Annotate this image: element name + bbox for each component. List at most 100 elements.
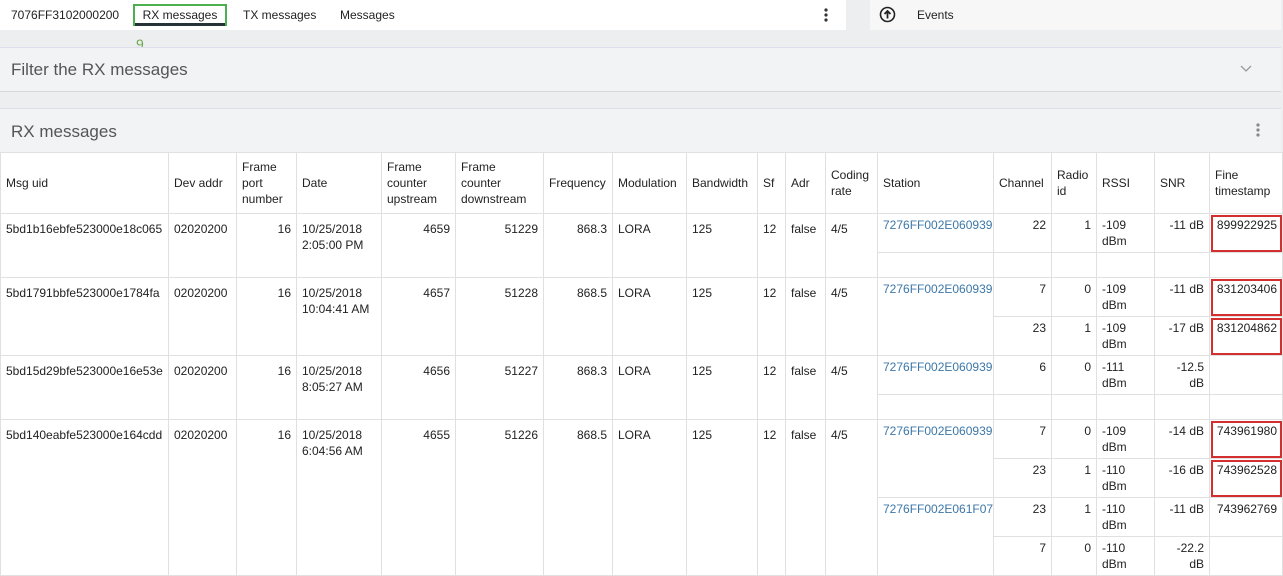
column-header: Frame counter downstream <box>455 152 544 214</box>
events-icon[interactable] <box>879 6 896 23</box>
cell-snr: -17 dB <box>1154 316 1210 356</box>
column-header: Dev addr <box>168 152 237 214</box>
cell-snr: -16 dB <box>1154 458 1210 498</box>
empty-cell <box>877 394 994 420</box>
cell-radio-id: 0 <box>1051 277 1097 317</box>
events-label[interactable]: Events <box>917 8 954 22</box>
cell-fine-timestamp: 743962769 <box>1209 497 1283 537</box>
column-header: Radio id <box>1051 152 1097 214</box>
column-header: Sf <box>757 152 786 214</box>
cell-date: 10/25/2018 6:04:56 AM <box>296 419 382 576</box>
cell-dev-addr: 02020200 <box>168 355 237 420</box>
column-header: Msg uid <box>0 152 169 214</box>
station-link[interactable]: 7276FF002E060939 <box>877 355 994 395</box>
cell-channel: 7 <box>993 536 1052 576</box>
cell-rssi: -109 dBm <box>1096 213 1155 253</box>
cell-coding-rate: 4/5 <box>825 355 878 420</box>
cell-radio-id: 0 <box>1051 355 1097 395</box>
filter-panel[interactable]: Filter the RX messages <box>0 47 1281 92</box>
cell-fcnt-down: 51226 <box>455 419 544 576</box>
cell-coding-rate: 4/5 <box>825 213 878 278</box>
station-link[interactable]: 7276FF002E060939 <box>877 213 994 253</box>
cell-modulation: LORA <box>612 355 687 420</box>
tab[interactable]: RX messages <box>133 4 227 26</box>
cell-adr: false <box>785 277 826 356</box>
annotation: 9. <box>136 36 148 52</box>
cell-radio-id: 1 <box>1051 458 1097 498</box>
station-link[interactable]: 7276FF002E060939 <box>877 277 994 356</box>
cell-snr: -22.2 dB <box>1154 536 1210 576</box>
cell-radio-id: 0 <box>1051 536 1097 576</box>
panel-title: RX messages <box>11 122 117 141</box>
cell-modulation: LORA <box>612 277 687 356</box>
cell-snr: -12.5 dB <box>1154 355 1210 395</box>
cell-sf: 12 <box>757 213 786 278</box>
cell-rssi: -109 dBm <box>1096 316 1155 356</box>
cell-channel: 6 <box>993 355 1052 395</box>
device-id: 7076FF3102000200 <box>11 8 120 22</box>
cell-msg-uid: 5bd1791bbfe523000e1784fa <box>0 277 169 356</box>
cell-frame-port: 16 <box>236 355 297 420</box>
cell-fine-timestamp: 831204862 <box>1209 316 1283 356</box>
tab[interactable]: TX messages <box>243 8 317 22</box>
cell-channel: 7 <box>993 419 1052 459</box>
column-header: Frame port number <box>236 152 297 214</box>
menu-icon[interactable] <box>1255 122 1261 138</box>
cell-channel: 7 <box>993 277 1052 317</box>
cell-msg-uid: 5bd1b16ebfe523000e18c065 <box>0 213 169 278</box>
column-header: Bandwidth <box>686 152 758 214</box>
tab-bar: 7076FF3102000200 RX messages TX messages… <box>0 0 846 30</box>
cell-coding-rate: 4/5 <box>825 277 878 356</box>
rx-table: Msg uid Dev addr Frame port number Date Fram… <box>0 152 1283 576</box>
column-header: Frequency <box>543 152 613 214</box>
cell-dev-addr: 02020200 <box>168 213 237 278</box>
cell-snr: -11 dB <box>1154 497 1210 537</box>
chevron[interactable] <box>1240 65 1252 73</box>
cell-frame-port: 16 <box>236 277 297 356</box>
cell-fine-timestamp: 899922925 <box>1209 213 1283 253</box>
tab[interactable]: Messages <box>340 8 395 22</box>
cell-frequency: 868.5 <box>543 419 613 576</box>
cell-radio-id: 0 <box>1051 419 1097 459</box>
cell-adr: false <box>785 419 826 576</box>
cell-channel: 23 <box>993 458 1052 498</box>
cell-snr: -14 dB <box>1154 419 1210 459</box>
cell-fine-timestamp <box>1209 536 1283 576</box>
panel-title: Filter the RX messages <box>11 60 188 79</box>
events-bar: Events <box>870 0 1281 30</box>
empty-cell <box>1096 394 1155 420</box>
cell-rssi: -110 dBm <box>1096 497 1155 537</box>
cell-modulation: LORA <box>612 213 687 278</box>
cell-sf: 12 <box>757 277 786 356</box>
station-link[interactable]: 7276FF002E060939 <box>877 419 994 498</box>
table-row: 5bd1b16ebfe523000e18c065 02020200 16 10/25/… <box>0 213 1283 278</box>
cell-fine-timestamp <box>1209 355 1283 395</box>
empty-cell <box>1154 252 1210 278</box>
empty-cell <box>993 394 1052 420</box>
cell-fcnt-down: 51228 <box>455 277 544 356</box>
cell-fcnt-up: 4656 <box>381 355 456 420</box>
table-row: 5bd140eabfe523000e164cdd 02020200 16 10/25/… <box>0 419 1283 576</box>
cell-coding-rate: 4/5 <box>825 419 878 576</box>
table-row: 5bd1791bbfe523000e1784fa 02020200 16 10/25/… <box>0 277 1283 356</box>
cell-date: 10/25/2018 2:05:00 PM <box>296 213 382 278</box>
column-header: Channel <box>993 152 1052 214</box>
cell-adr: false <box>785 355 826 420</box>
cell-snr: -11 dB <box>1154 277 1210 317</box>
cell-frequency: 868.3 <box>543 355 613 420</box>
cell-msg-uid: 5bd140eabfe523000e164cdd <box>0 419 169 576</box>
cell-frequency: 868.3 <box>543 213 613 278</box>
empty-cell <box>1051 394 1097 420</box>
cell-bandwidth: 125 <box>686 419 758 576</box>
menu-icon[interactable] <box>822 7 830 23</box>
cell-snr: -11 dB <box>1154 213 1210 253</box>
empty-cell <box>1154 394 1210 420</box>
station-link[interactable]: 7276FF002E061F07 <box>877 497 994 576</box>
cell-fcnt-down: 51229 <box>455 213 544 278</box>
cell-rssi: -110 dBm <box>1096 458 1155 498</box>
empty-cell <box>993 252 1052 278</box>
empty-cell <box>877 252 994 278</box>
cell-channel: 23 <box>993 497 1052 537</box>
cell-msg-uid: 5bd15d29bfe523000e16e53e <box>0 355 169 420</box>
